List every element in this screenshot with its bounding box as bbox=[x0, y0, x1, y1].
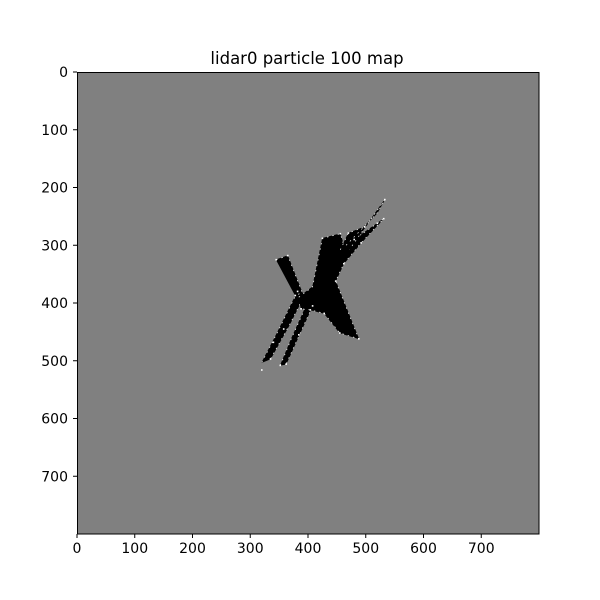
occupied-cell-12 bbox=[353, 238, 355, 241]
x-tick-label-600: 600 bbox=[410, 541, 437, 557]
occupied-cell-22 bbox=[309, 309, 312, 311]
occupied-cell-7 bbox=[285, 363, 287, 365]
x-tick-label-0: 0 bbox=[73, 541, 82, 557]
x-tick-label-300: 300 bbox=[237, 541, 264, 557]
plot-area bbox=[77, 72, 540, 535]
occupied-cell-5 bbox=[296, 290, 299, 293]
y-tick-label-0: 0 bbox=[59, 65, 68, 81]
y-tick-label-100: 100 bbox=[41, 123, 68, 139]
occupied-cell-8 bbox=[298, 334, 300, 336]
y-axis: 0 100 200 300 400 500 600 700 bbox=[41, 65, 77, 485]
occupied-cell-4 bbox=[282, 328, 285, 330]
occupied-cell-1 bbox=[261, 369, 263, 371]
occupied-cell-18 bbox=[343, 262, 345, 265]
occupied-cell-15 bbox=[384, 198, 386, 201]
occupied-cell-11 bbox=[339, 232, 342, 235]
y-tick-label-300: 300 bbox=[41, 238, 68, 254]
occupied-cell-10 bbox=[321, 237, 324, 240]
occupied-cell-2 bbox=[269, 358, 272, 360]
region-boundary-4 bbox=[298, 218, 384, 340]
free-space-region-3 bbox=[275, 255, 303, 296]
occupied-cell-20 bbox=[339, 332, 341, 334]
y-tick-label-400: 400 bbox=[41, 296, 68, 312]
occupied-cell-28 bbox=[334, 280, 337, 282]
occupied-cell-6 bbox=[279, 364, 282, 367]
occupied-cell-26 bbox=[294, 294, 297, 297]
occupied-cell-14 bbox=[382, 217, 385, 220]
y-tick-label-200: 200 bbox=[41, 181, 68, 197]
occupied-cell-3 bbox=[272, 341, 275, 344]
occupied-cell-23 bbox=[300, 308, 302, 310]
y-tick-label-600: 600 bbox=[41, 412, 68, 428]
y-tick-label-700: 700 bbox=[41, 469, 68, 485]
occupied-cell-19 bbox=[358, 338, 360, 340]
occupied-cell-17 bbox=[360, 242, 362, 244]
occupied-cells-layer bbox=[261, 198, 386, 371]
region-boundary-6 bbox=[345, 199, 386, 250]
x-tick-label-400: 400 bbox=[295, 541, 322, 557]
x-tick-label-700: 700 bbox=[468, 541, 495, 557]
chart-title: lidar0 particle 100 map bbox=[210, 49, 403, 68]
occupied-cell-24 bbox=[275, 258, 277, 261]
free-space-layer bbox=[261, 199, 386, 366]
y-tick-label-500: 500 bbox=[41, 354, 68, 370]
x-tick-label-200: 200 bbox=[179, 541, 206, 557]
occupied-cell-16 bbox=[363, 226, 366, 228]
x-tick-label-100: 100 bbox=[121, 541, 148, 557]
occupied-cell-9 bbox=[311, 305, 314, 307]
occupied-cell-27 bbox=[347, 232, 350, 234]
occupied-cell-13 bbox=[376, 222, 379, 225]
occupied-cell-25 bbox=[287, 254, 289, 257]
occupied-cell-21 bbox=[323, 312, 325, 315]
x-axis: 0 100 200 300 400 500 600 700 bbox=[73, 534, 495, 557]
x-tick-label-500: 500 bbox=[352, 541, 379, 557]
region-boundary-3 bbox=[276, 255, 303, 296]
